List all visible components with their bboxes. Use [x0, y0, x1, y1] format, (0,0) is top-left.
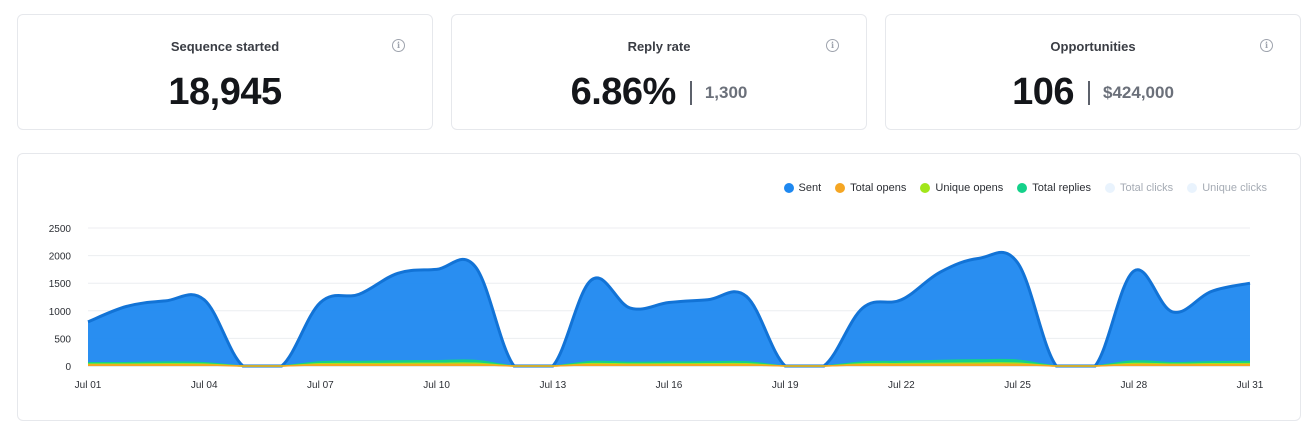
- y-tick-label: 0: [65, 362, 71, 373]
- x-tick-label: Jul 01: [75, 380, 102, 391]
- sequence-started-title: Sequence started: [170, 39, 280, 54]
- legend-dot: [835, 183, 846, 193]
- legend-dot: [1105, 183, 1115, 193]
- legend-item-total-clicks[interactable]: Total clicks: [1105, 182, 1173, 194]
- reply-rate-title: Reply rate: [627, 39, 691, 54]
- x-tick-label: Jul 16: [656, 380, 683, 391]
- legend-dot: [920, 183, 931, 193]
- x-tick-label: Jul 22: [888, 380, 915, 391]
- legend-item-unique-opens[interactable]: Unique opens: [920, 182, 1003, 194]
- info-icon[interactable]: i: [392, 39, 405, 52]
- sequence-started-card: Sequence started i 18,945: [17, 14, 433, 130]
- legend-dot: [1017, 183, 1028, 193]
- opportunities-title: Opportunities: [1050, 39, 1136, 54]
- stat-divider: [1088, 80, 1090, 105]
- info-icon[interactable]: i: [826, 39, 839, 52]
- y-tick-label: 1500: [49, 279, 72, 290]
- legend-label: Sent: [798, 182, 822, 194]
- legend-label: Unique opens: [935, 182, 1004, 194]
- reply-rate-value: 6.86%: [570, 71, 677, 113]
- x-tick-label: Jul 07: [307, 380, 334, 391]
- reply-rate-card: Reply rate i 6.86% 1,300: [451, 14, 867, 130]
- stat-divider: [689, 80, 692, 105]
- legend-item-total-opens[interactable]: Total opens: [835, 182, 906, 194]
- x-tick-label: Jul 19: [772, 380, 799, 391]
- x-tick-label: Jul 25: [1004, 380, 1031, 391]
- x-tick-label: Jul 10: [423, 380, 450, 391]
- y-tick-label: 2500: [49, 224, 72, 235]
- y-tick-label: 1000: [49, 307, 72, 318]
- reply-count-value: 1,300: [704, 82, 748, 102]
- opportunities-amount: $424,000: [1103, 82, 1174, 102]
- opportunities-value: 106: [1012, 71, 1074, 113]
- x-tick-label: Jul 04: [191, 380, 218, 391]
- activity-chart: 0 500 1000 1500 2000 2500 Jul 01 Jul 04 Jul 07 Ju…: [49, 224, 1264, 391]
- legend-label: Total replies: [1032, 182, 1091, 194]
- sequence-started-value: 18,945: [168, 71, 282, 113]
- chart-legend: Sent Total opens Unique opens Total replies…: [770, 182, 1267, 194]
- legend-dot: [1187, 183, 1198, 193]
- series-line-total-opens: [87, 363, 1251, 367]
- legend-item-sent[interactable]: Sent: [783, 182, 822, 194]
- y-tick-label: 2000: [49, 252, 72, 263]
- legend-label: Total opens: [850, 182, 907, 194]
- x-tick-label: Jul 13: [539, 380, 566, 391]
- legend-item-unique-clicks[interactable]: Unique clicks: [1187, 182, 1267, 194]
- legend-dot: [783, 183, 794, 193]
- opportunities-card: Opportunities i 106 $424,000: [885, 14, 1301, 130]
- info-icon[interactable]: i: [1260, 39, 1273, 52]
- legend-label: Total clicks: [1120, 182, 1174, 194]
- x-tick-label: Jul 31: [1237, 380, 1264, 391]
- x-tick-label: Jul 28: [1120, 380, 1147, 391]
- activity-chart-card: Sent Total opens Unique opens Total replies…: [17, 153, 1301, 421]
- legend-label: Unique clicks: [1202, 182, 1267, 194]
- series-area-sent: [88, 252, 1250, 366]
- y-tick-label: 500: [54, 334, 71, 345]
- legend-item-total-replies[interactable]: Total replies: [1017, 182, 1091, 194]
